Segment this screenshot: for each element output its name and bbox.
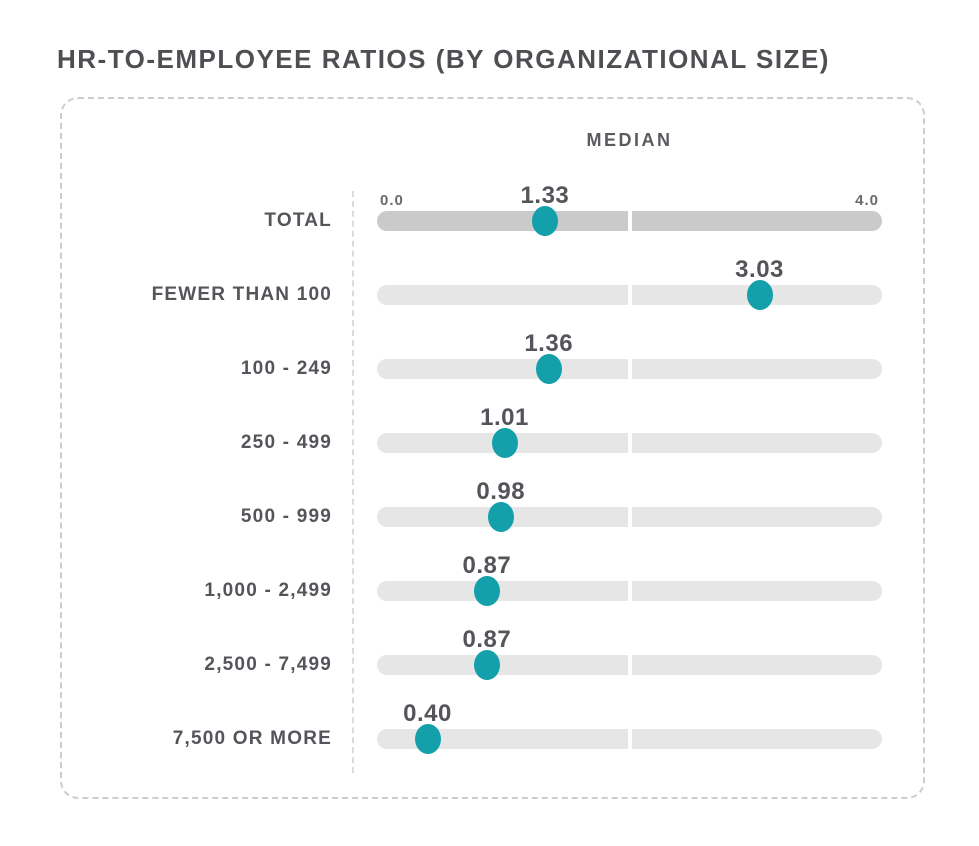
axis-dashed-line xyxy=(352,191,354,773)
row-track xyxy=(377,211,882,231)
chart-rows: TOTAL 0.0 4.0 1.33 FEWER THAN 100 0.0 4.… xyxy=(62,182,923,776)
chart-row: FEWER THAN 100 0.0 4.0 3.03 xyxy=(62,256,923,332)
chart-row: 7,500 OR MORE 0.0 4.0 0.40 xyxy=(62,700,923,776)
axis-min-label: 0.0 xyxy=(380,192,404,209)
track-midpoint-divider xyxy=(627,507,632,527)
row-label: 2,500 - 7,499 xyxy=(204,654,332,675)
row-track-area: 0.0 4.0 3.03 xyxy=(377,256,882,332)
row-track xyxy=(377,507,882,527)
median-dot xyxy=(746,280,773,310)
median-dot xyxy=(531,206,558,236)
row-label: 500 - 999 xyxy=(240,506,332,527)
row-track xyxy=(377,581,882,601)
row-track xyxy=(377,655,882,675)
chart-row: 500 - 999 0.0 4.0 0.98 xyxy=(62,478,923,554)
row-label: 1,000 - 2,499 xyxy=(204,580,332,601)
row-track-area: 0.0 4.0 1.01 xyxy=(377,404,882,480)
row-track xyxy=(377,359,882,379)
value-label: 3.03 xyxy=(735,256,784,283)
row-track xyxy=(377,433,882,453)
median-dot xyxy=(487,502,514,532)
median-dot xyxy=(491,428,518,458)
row-track xyxy=(377,285,882,305)
column-header: MEDIAN xyxy=(586,130,673,150)
axis-max-label: 4.0 xyxy=(855,192,879,209)
track-midpoint-divider xyxy=(627,655,632,675)
median-dot xyxy=(473,576,500,606)
value-label: 1.33 xyxy=(520,182,570,209)
row-track xyxy=(377,729,882,749)
track-midpoint-divider xyxy=(627,433,632,453)
row-label: TOTAL xyxy=(264,210,332,231)
row-track-area: 0.0 4.0 0.98 xyxy=(377,478,882,554)
track-midpoint-divider xyxy=(627,581,632,601)
median-dot xyxy=(414,724,441,754)
chart-row: TOTAL 0.0 4.0 1.33 xyxy=(62,182,923,258)
chart-row: 2,500 - 7,499 0.0 4.0 0.87 xyxy=(62,626,923,702)
value-label: 0.87 xyxy=(462,552,512,579)
median-dot xyxy=(473,650,500,680)
track-midpoint-divider xyxy=(627,729,632,749)
chart-row: 1,000 - 2,499 0.0 4.0 0.87 xyxy=(62,552,923,628)
row-label: 7,500 OR MORE xyxy=(172,728,332,749)
value-label: 1.36 xyxy=(524,330,574,357)
page-title: HR-TO-EMPLOYEE RATIOS (BY ORGANIZATIONAL… xyxy=(57,44,830,74)
row-track-area: 0.0 4.0 0.87 xyxy=(377,552,882,628)
chart-panel: MEDIAN TOTAL 0.0 4.0 1.33 FEWER THAN 100… xyxy=(60,97,925,799)
track-midpoint-divider xyxy=(627,359,632,379)
row-track-area: 0.0 4.0 0.40 xyxy=(377,700,882,776)
track-midpoint-divider xyxy=(627,211,632,231)
row-label: 250 - 499 xyxy=(240,432,332,453)
row-track-area: 0.0 4.0 0.87 xyxy=(377,626,882,702)
value-label: 1.01 xyxy=(480,404,529,431)
chart-row: 100 - 249 0.0 4.0 1.36 xyxy=(62,330,923,406)
track-midpoint-divider xyxy=(627,285,632,305)
median-dot xyxy=(535,354,562,384)
chart-row: 250 - 499 0.0 4.0 1.01 xyxy=(62,404,923,480)
row-track-area: 0.0 4.0 1.36 xyxy=(377,330,882,406)
row-label: FEWER THAN 100 xyxy=(151,284,332,305)
value-label: 0.87 xyxy=(462,626,512,653)
value-label: 0.40 xyxy=(403,700,452,727)
value-label: 0.98 xyxy=(476,478,526,505)
row-label: 100 - 249 xyxy=(240,358,332,379)
row-track-area: 0.0 4.0 1.33 xyxy=(377,182,882,258)
